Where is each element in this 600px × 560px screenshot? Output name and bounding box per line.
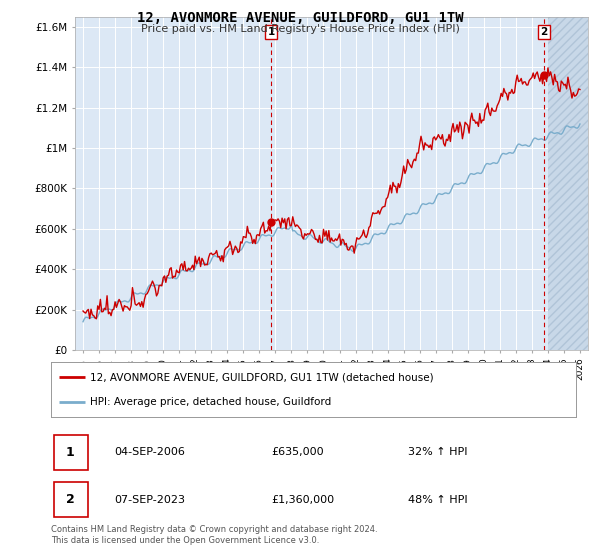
Text: 07-SEP-2023: 07-SEP-2023 bbox=[114, 495, 185, 505]
Text: 12, AVONMORE AVENUE, GUILDFORD, GU1 1TW (detached house): 12, AVONMORE AVENUE, GUILDFORD, GU1 1TW … bbox=[91, 372, 434, 382]
Text: 2: 2 bbox=[66, 493, 75, 506]
Text: Price paid vs. HM Land Registry's House Price Index (HPI): Price paid vs. HM Land Registry's House … bbox=[140, 24, 460, 34]
Text: 1: 1 bbox=[268, 27, 275, 37]
Text: HPI: Average price, detached house, Guildford: HPI: Average price, detached house, Guil… bbox=[91, 398, 332, 407]
Bar bbox=[548, 17, 600, 350]
Text: £635,000: £635,000 bbox=[271, 447, 324, 457]
Text: 32% ↑ HPI: 32% ↑ HPI bbox=[408, 447, 467, 457]
Bar bbox=[53, 435, 88, 470]
Text: Contains HM Land Registry data © Crown copyright and database right 2024.
This d: Contains HM Land Registry data © Crown c… bbox=[51, 525, 377, 545]
Text: 1: 1 bbox=[66, 446, 75, 459]
Text: 2: 2 bbox=[540, 27, 548, 37]
Text: 48% ↑ HPI: 48% ↑ HPI bbox=[408, 495, 467, 505]
Text: 04-SEP-2006: 04-SEP-2006 bbox=[114, 447, 185, 457]
Text: 12, AVONMORE AVENUE, GUILDFORD, GU1 1TW: 12, AVONMORE AVENUE, GUILDFORD, GU1 1TW bbox=[137, 11, 463, 25]
Bar bbox=[53, 482, 88, 517]
Text: £1,360,000: £1,360,000 bbox=[271, 495, 335, 505]
